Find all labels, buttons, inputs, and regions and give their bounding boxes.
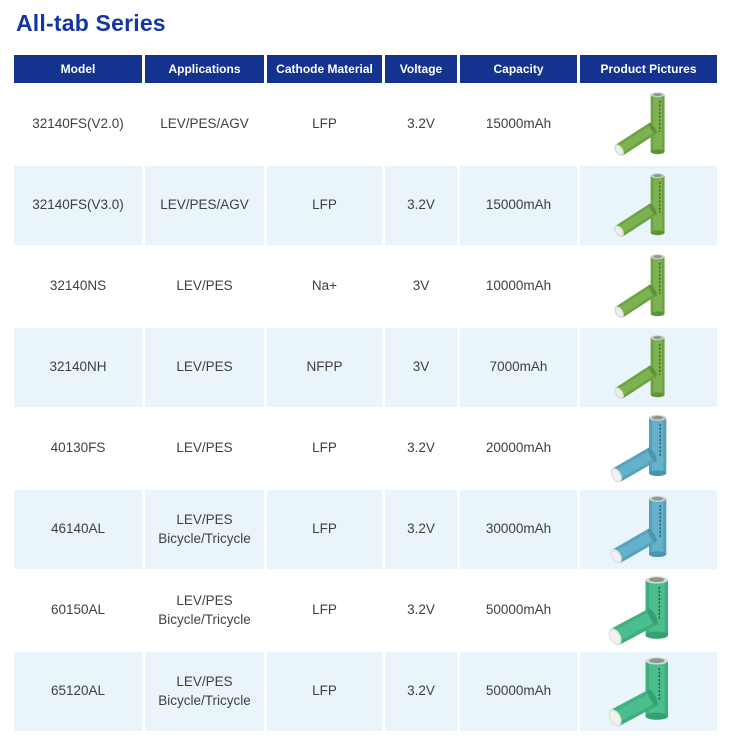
cell-applications: LEV/PES/AGV xyxy=(145,85,264,164)
cell-product-picture xyxy=(580,490,717,569)
cell-applications: LEV/PES xyxy=(145,328,264,407)
cell-capacity: 50000mAh xyxy=(460,652,577,731)
cell-applications: LEV/PES Bicycle/Tricycle xyxy=(145,490,264,569)
cell-applications: LEV/PES xyxy=(145,247,264,326)
table-row: 60150AL LEV/PES Bicycle/Tricycle LFP 3.2… xyxy=(14,571,717,650)
table-row: 46140AL LEV/PES Bicycle/Tricycle LFP 3.2… xyxy=(14,490,717,569)
cell-model: 46140AL xyxy=(14,490,142,569)
table-row: 65120AL LEV/PES Bicycle/Tricycle LFP 3.2… xyxy=(14,652,717,731)
cell-model: 32140NS xyxy=(49,278,107,294)
applications-line-1: LEV/PES xyxy=(176,440,233,456)
applications-line-1: LEV/PES xyxy=(176,512,233,528)
cell-voltage: 3.2V xyxy=(385,166,457,245)
table-row: 32140NS LEV/PES Na+ 3V 10000mAh xyxy=(14,247,717,326)
teal-battery-pair-icon xyxy=(601,654,697,730)
table-header-row: Model Applications Cathode Material Volt… xyxy=(14,55,717,83)
blue-battery-pair-icon xyxy=(601,411,697,487)
applications-line-1: LEV/PES xyxy=(176,359,233,375)
cell-capacity: 30000mAh xyxy=(460,490,577,569)
cell-capacity: 7000mAh xyxy=(460,328,577,407)
teal-battery-pair-icon xyxy=(601,573,697,649)
cell-model: 65120AL xyxy=(14,652,142,731)
table-row: 32140FS(V3.0) LEV/PES/AGV LFP 3.2V 15000… xyxy=(14,166,717,245)
cell-applications: LEV/PES/AGV xyxy=(145,166,264,245)
cell-applications: LEV/PES xyxy=(145,409,264,488)
cell-capacity: 50000mAh xyxy=(485,602,552,618)
cell-applications: LEV/PES Bicycle/Tricycle xyxy=(145,652,264,731)
cell-model: 60150AL xyxy=(50,602,106,618)
cell-cathode-material: Na+ xyxy=(311,278,338,294)
blue-battery-pair-icon xyxy=(601,492,697,568)
column-header-capacity: Capacity xyxy=(460,55,577,83)
applications-line-1: LEV/PES xyxy=(176,593,233,609)
product-table: Model Applications Cathode Material Volt… xyxy=(14,55,717,731)
cell-voltage: 3.2V xyxy=(385,652,457,731)
cell-cathode-material: LFP xyxy=(267,652,382,731)
applications-line-2: Bicycle/Tricycle xyxy=(158,611,251,627)
cell-capacity: 20000mAh xyxy=(485,440,552,456)
cell-product-picture xyxy=(580,166,717,245)
applications-line-2: Bicycle/Tricycle xyxy=(158,692,251,708)
column-header-voltage: Voltage xyxy=(385,55,457,83)
cell-voltage: 3.2V xyxy=(407,116,435,132)
page: All-tab Series Model Applications Cathod… xyxy=(14,10,717,731)
table-row: 32140FS(V2.0) LEV/PES/AGV LFP 3.2V 15000… xyxy=(14,85,717,164)
column-header-model: Model xyxy=(14,55,142,83)
cell-capacity: 15000mAh xyxy=(485,116,552,132)
green-battery-pair-icon xyxy=(601,168,697,244)
cell-cathode-material: LFP xyxy=(312,440,337,456)
green-battery-pair-icon xyxy=(601,87,697,163)
cell-voltage: 3V xyxy=(412,278,430,294)
cell-product-picture xyxy=(580,652,717,731)
cell-cathode-material: NFPP xyxy=(267,328,382,407)
cell-voltage: 3.2V xyxy=(385,490,457,569)
column-header-product-pictures: Product Pictures xyxy=(580,55,717,83)
applications-line-1: LEV/PES xyxy=(176,278,233,294)
applications-line-1: LEV/PES/AGV xyxy=(160,197,249,213)
cell-product-picture xyxy=(580,328,717,407)
applications-line-1: LEV/PES/AGV xyxy=(160,116,249,132)
cell-model: 40130FS xyxy=(50,440,106,456)
cell-model: 32140FS(V3.0) xyxy=(14,166,142,245)
cell-product-picture xyxy=(580,409,717,488)
cell-applications: LEV/PES Bicycle/Tricycle xyxy=(145,571,264,650)
cell-product-picture xyxy=(580,247,717,326)
cell-cathode-material: LFP xyxy=(312,602,337,618)
cell-voltage: 3.2V xyxy=(407,440,435,456)
cell-cathode-material: LFP xyxy=(312,116,337,132)
cell-capacity: 10000mAh xyxy=(485,278,552,294)
applications-line-2: Bicycle/Tricycle xyxy=(158,530,251,546)
table-row: 40130FS LEV/PES LFP 3.2V 20000mAh xyxy=(14,409,717,488)
applications-line-1: LEV/PES xyxy=(176,674,233,690)
cell-product-picture xyxy=(580,571,717,650)
cell-cathode-material: LFP xyxy=(267,490,382,569)
green-battery-pair-icon xyxy=(601,330,697,406)
cell-model: 32140FS(V2.0) xyxy=(32,116,124,132)
column-header-cathode-material: Cathode Material xyxy=(267,55,382,83)
cell-voltage: 3.2V xyxy=(407,602,435,618)
cell-cathode-material: LFP xyxy=(267,166,382,245)
cell-product-picture xyxy=(580,85,717,164)
cell-capacity: 15000mAh xyxy=(460,166,577,245)
column-header-applications: Applications xyxy=(145,55,264,83)
cell-model: 32140NH xyxy=(14,328,142,407)
cell-voltage: 3V xyxy=(385,328,457,407)
table-row: 32140NH LEV/PES NFPP 3V 7000mAh xyxy=(14,328,717,407)
green-battery-pair-icon xyxy=(601,249,697,325)
page-title: All-tab Series xyxy=(16,10,166,36)
